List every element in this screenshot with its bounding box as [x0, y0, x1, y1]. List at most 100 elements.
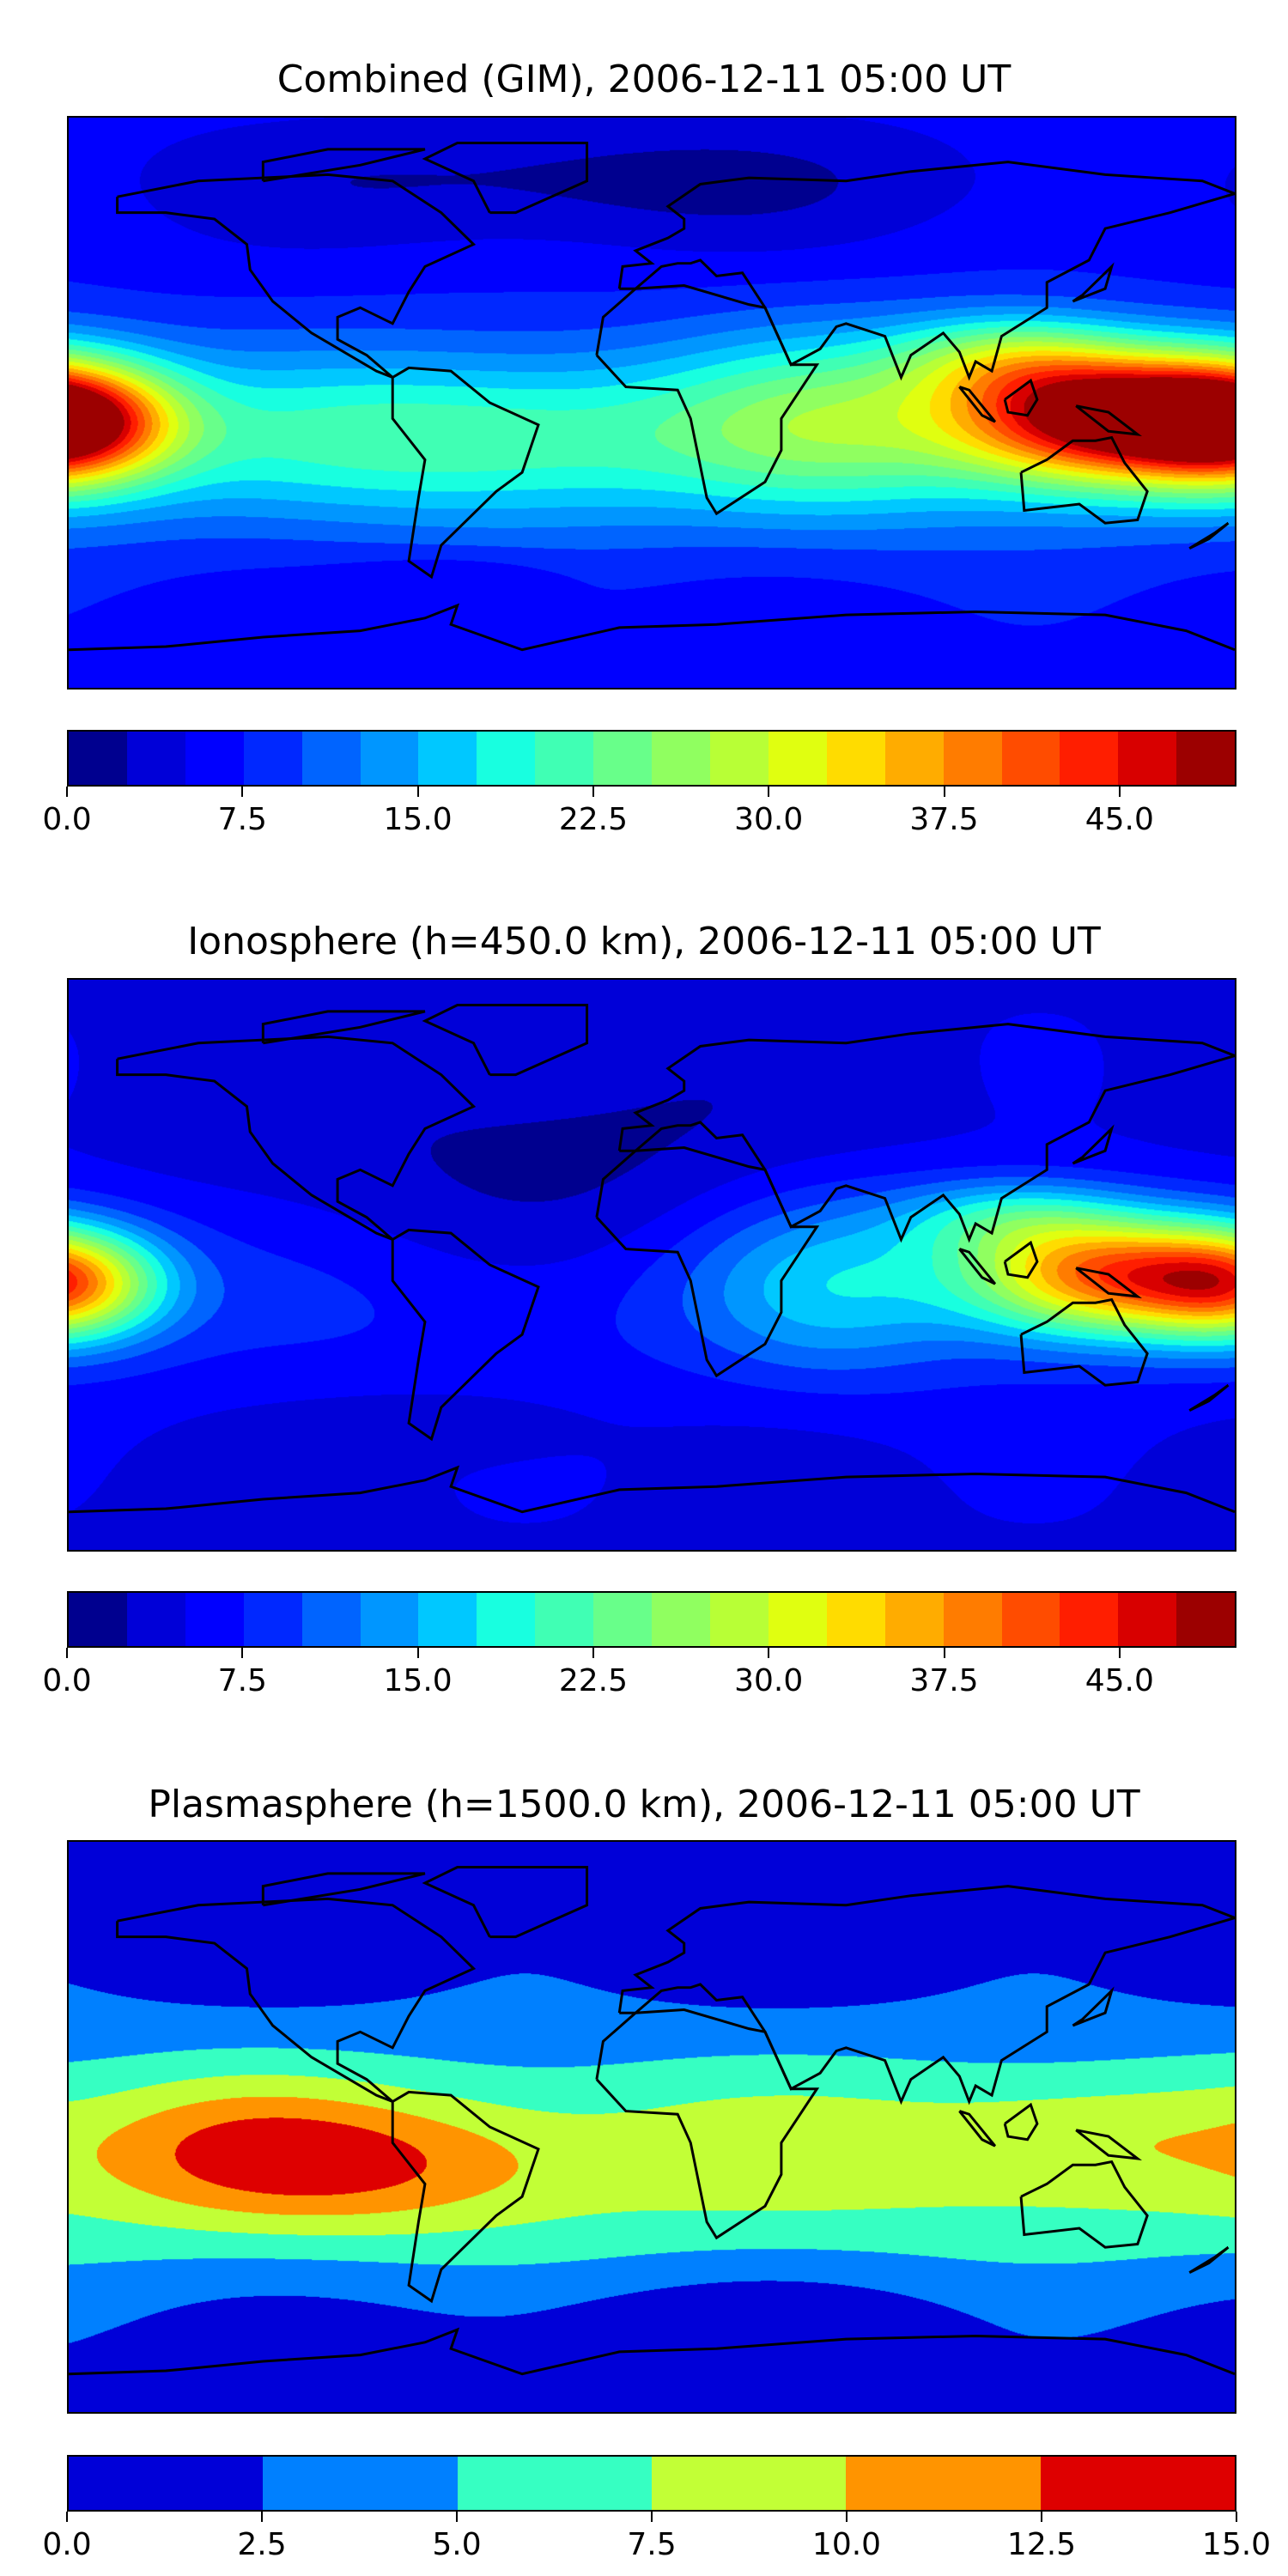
colorbar-ticks: 0.0 2.5 5.0 7.5 10.0 12.5 15.0 [42, 2512, 1271, 2572]
colorbar-tick [1118, 1648, 1121, 1658]
coastline [422, 1866, 589, 1939]
chart-title: Combined (GIM), 2006-12-11 05:00 UT [276, 58, 1012, 101]
coastline [69, 2327, 1235, 2376]
colorbar-tick [1236, 2512, 1237, 2522]
colorbar-tick [241, 787, 244, 797]
coastline [1019, 1297, 1149, 1387]
coastline [1003, 378, 1039, 417]
colorbar-segment [709, 732, 769, 785]
chart-title: Plasmasphere (h=1500.0 km), 2006-12-11 0… [148, 1783, 1140, 1826]
colorbar-tick-label: 37.5 [909, 802, 979, 837]
colorbar-segment [126, 1593, 185, 1646]
coastline [116, 1897, 477, 2103]
colorbar-tick-label: 7.5 [217, 802, 267, 837]
coastline [422, 142, 589, 215]
colorbar-segment [652, 1593, 710, 1646]
coastline [1075, 2129, 1143, 2160]
colorbar-segment [1040, 2457, 1235, 2510]
coastline [595, 1146, 820, 1378]
coastline [261, 148, 426, 183]
colorbar-segment [826, 1593, 885, 1646]
colorbar-tick [66, 1648, 68, 1658]
coastline [617, 1023, 1235, 1243]
colorbar-tick [1118, 787, 1121, 797]
colorbar-segment [1001, 1593, 1060, 1646]
coastline [116, 1035, 477, 1241]
coastline [1072, 1124, 1115, 1165]
colorbar-segment [652, 732, 710, 785]
colorbar [67, 2455, 1236, 2512]
colorbar-tick-label: 7.5 [217, 1663, 267, 1698]
coastline [595, 284, 820, 516]
colorbar-segment [593, 732, 653, 785]
colorbar-segment [1176, 1593, 1236, 1646]
colorbar-tick-label: 10.0 [811, 2527, 882, 2562]
colorbar-tick [943, 787, 945, 797]
colorbar-segment [263, 2457, 458, 2510]
colorbar-segment [1001, 732, 1060, 785]
map-combined [67, 116, 1236, 690]
colorbar-segment [1118, 732, 1177, 785]
colorbar-segment [846, 2457, 1041, 2510]
coastline [1003, 1240, 1039, 1279]
colorbar-segment [1118, 1593, 1177, 1646]
colorbar-segment [884, 1593, 944, 1646]
colorbar-segment [69, 1593, 127, 1646]
colorbar-segment [301, 1593, 361, 1646]
coastline [1075, 1267, 1143, 1298]
colorbar-segment [69, 732, 127, 785]
colorbar-segment [1060, 732, 1119, 785]
coastline [391, 2090, 540, 2304]
map-ionosphere [67, 978, 1236, 1552]
colorbar-tick [592, 787, 594, 797]
coastline [1019, 435, 1149, 525]
colorbar-segment [1176, 732, 1236, 785]
coastline [391, 366, 540, 580]
colorbar-segment [301, 732, 361, 785]
colorbar-tick-label: 45.0 [1084, 802, 1154, 837]
colorbar-segment [69, 2457, 264, 2510]
colorbar [67, 1591, 1236, 1648]
colorbar-segment [360, 1593, 419, 1646]
colorbar-tick-label: 37.5 [909, 1663, 979, 1698]
colorbar-tick [1041, 2512, 1042, 2522]
colorbar-tick [768, 1648, 770, 1658]
colorbar-tick-label: 22.5 [558, 1663, 628, 1698]
colorbar-tick-label: 30.0 [734, 1663, 804, 1698]
colorbar-segment [126, 732, 185, 785]
coastline [1072, 262, 1115, 303]
coastline [595, 2008, 820, 2240]
colorbar-tick [416, 1648, 419, 1658]
coastline [1188, 2245, 1230, 2275]
colorbar-segment [943, 732, 1002, 785]
coastlines [69, 1866, 1235, 2376]
colorbar [67, 730, 1236, 787]
colorbar-tick-label: 15.0 [1201, 2527, 1272, 2562]
colorbar-tick-label: 7.5 [627, 2527, 677, 2562]
colorbar-tick-label: 15.0 [383, 1663, 453, 1698]
colorbar-segment [243, 732, 302, 785]
coastline [958, 386, 997, 423]
coastlines [69, 142, 1235, 652]
coastline [116, 173, 477, 379]
colorbar-segment [457, 2457, 652, 2510]
coastlines [69, 1004, 1235, 1514]
colorbar-tick [66, 787, 68, 797]
colorbar-segment [593, 1593, 653, 1646]
colorbar-tick [943, 1648, 945, 1658]
colorbar-segment [477, 1593, 536, 1646]
colorbar-segment [943, 1593, 1002, 1646]
colorbar-tick [846, 2512, 848, 2522]
colorbar-tick-label: 22.5 [558, 802, 628, 837]
colorbar-tick-label: 15.0 [383, 802, 453, 837]
coastline [958, 1248, 997, 1285]
coastline [617, 1885, 1235, 2105]
colorbar-tick [66, 2512, 68, 2522]
colorbar-segment [768, 732, 827, 785]
colorbar-segment [709, 1593, 769, 1646]
colorbar-ticks: 0.0 7.5 15.0 22.5 30.0 37.5 45.0 [42, 787, 1236, 847]
colorbar-tick [416, 787, 419, 797]
coastline [1075, 404, 1143, 436]
colorbar-segment [651, 2457, 847, 2510]
colorbar-segment [1060, 1593, 1119, 1646]
